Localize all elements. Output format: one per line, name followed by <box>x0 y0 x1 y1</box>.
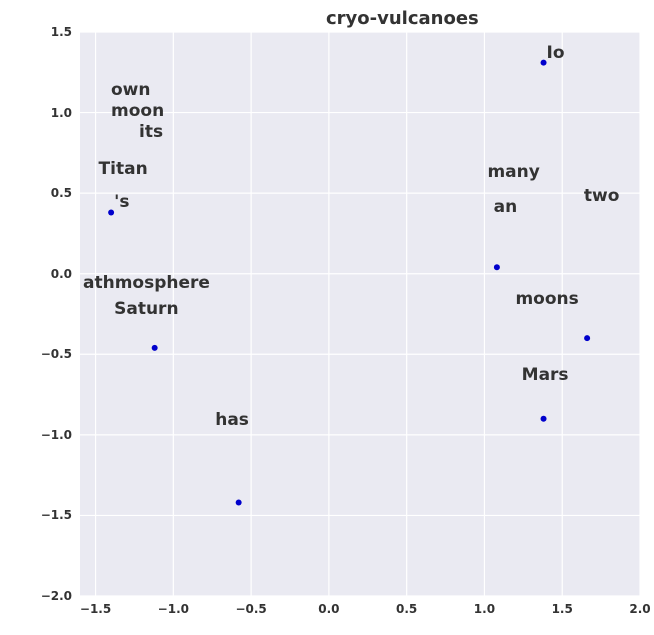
scatter-point <box>584 335 590 341</box>
point-label: 's <box>114 192 129 212</box>
figure: cryo-vulcanoes Io ownmoonits many Titan two '… <box>0 0 654 635</box>
y-tick-label: −2.0 <box>41 589 72 603</box>
scatter-point <box>152 345 158 351</box>
scatter-point <box>236 500 242 506</box>
point-label: Mars <box>522 365 569 385</box>
point-label: an <box>494 197 518 217</box>
point-label: moons <box>515 289 578 309</box>
y-tick-label: 1.0 <box>51 106 72 120</box>
x-tick-label: 0.0 <box>318 602 339 616</box>
point-label: its <box>139 122 163 142</box>
scatter-point <box>494 264 500 270</box>
y-tick-label: −0.5 <box>41 347 72 361</box>
x-tick-label: 1.0 <box>474 602 495 616</box>
point-label: moon <box>111 101 164 121</box>
x-tick-label: −0.5 <box>235 602 266 616</box>
x-tick-label: 1.5 <box>552 602 573 616</box>
point-label: own <box>111 80 151 100</box>
x-tick-label: −1.5 <box>80 602 111 616</box>
chart-title: cryo-vulcanoes <box>326 8 479 29</box>
point-label: athmosphere <box>83 273 210 293</box>
point-label: Io <box>547 43 565 63</box>
point-label: Saturn <box>114 299 178 319</box>
point-label: has <box>215 410 249 430</box>
point-label: two <box>584 186 620 206</box>
y-tick-label: 1.5 <box>51 25 72 39</box>
y-tick-label: 0.0 <box>51 267 72 281</box>
y-tick-label: −1.0 <box>41 428 72 442</box>
y-tick-label: 0.5 <box>51 186 72 200</box>
x-tick-label: −1.0 <box>158 602 189 616</box>
plot-area: Io ownmoonits many Titan two 's an athmosphere m… <box>80 32 640 596</box>
scatter-point <box>541 416 547 422</box>
x-tick-label: 0.5 <box>396 602 417 616</box>
point-label: Titan <box>99 159 148 179</box>
y-tick-label: −1.5 <box>41 508 72 522</box>
x-tick-label: 2.0 <box>629 602 650 616</box>
point-label: many <box>487 162 539 182</box>
